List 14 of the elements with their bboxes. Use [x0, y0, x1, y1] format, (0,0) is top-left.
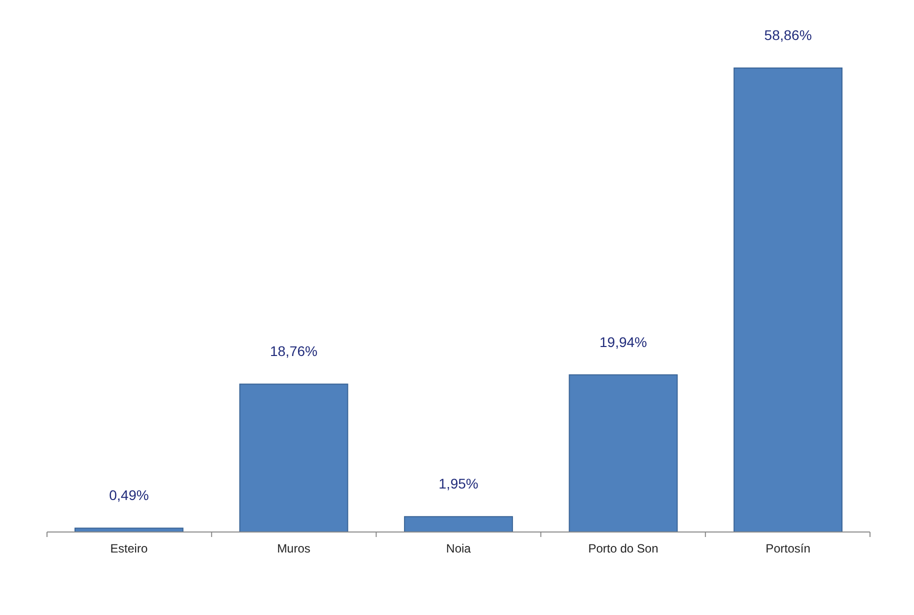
data-label: 18,76% [270, 343, 318, 360]
x-tick-label: Porto do Son [588, 542, 658, 556]
data-label: 58,86% [764, 27, 812, 43]
x-tick-label: Muros [277, 542, 310, 556]
bar [239, 384, 348, 532]
data-label: 0,49% [109, 487, 149, 504]
bar [568, 374, 678, 532]
x-tick-label: Esteiro [110, 542, 148, 556]
data-label: 19,94% [600, 334, 648, 350]
bar [734, 68, 842, 532]
x-tick-label: Noia [446, 542, 472, 556]
bar [404, 516, 513, 532]
data-label: 1,95% [438, 476, 478, 492]
x-tick-label: Portosín [766, 542, 810, 556]
